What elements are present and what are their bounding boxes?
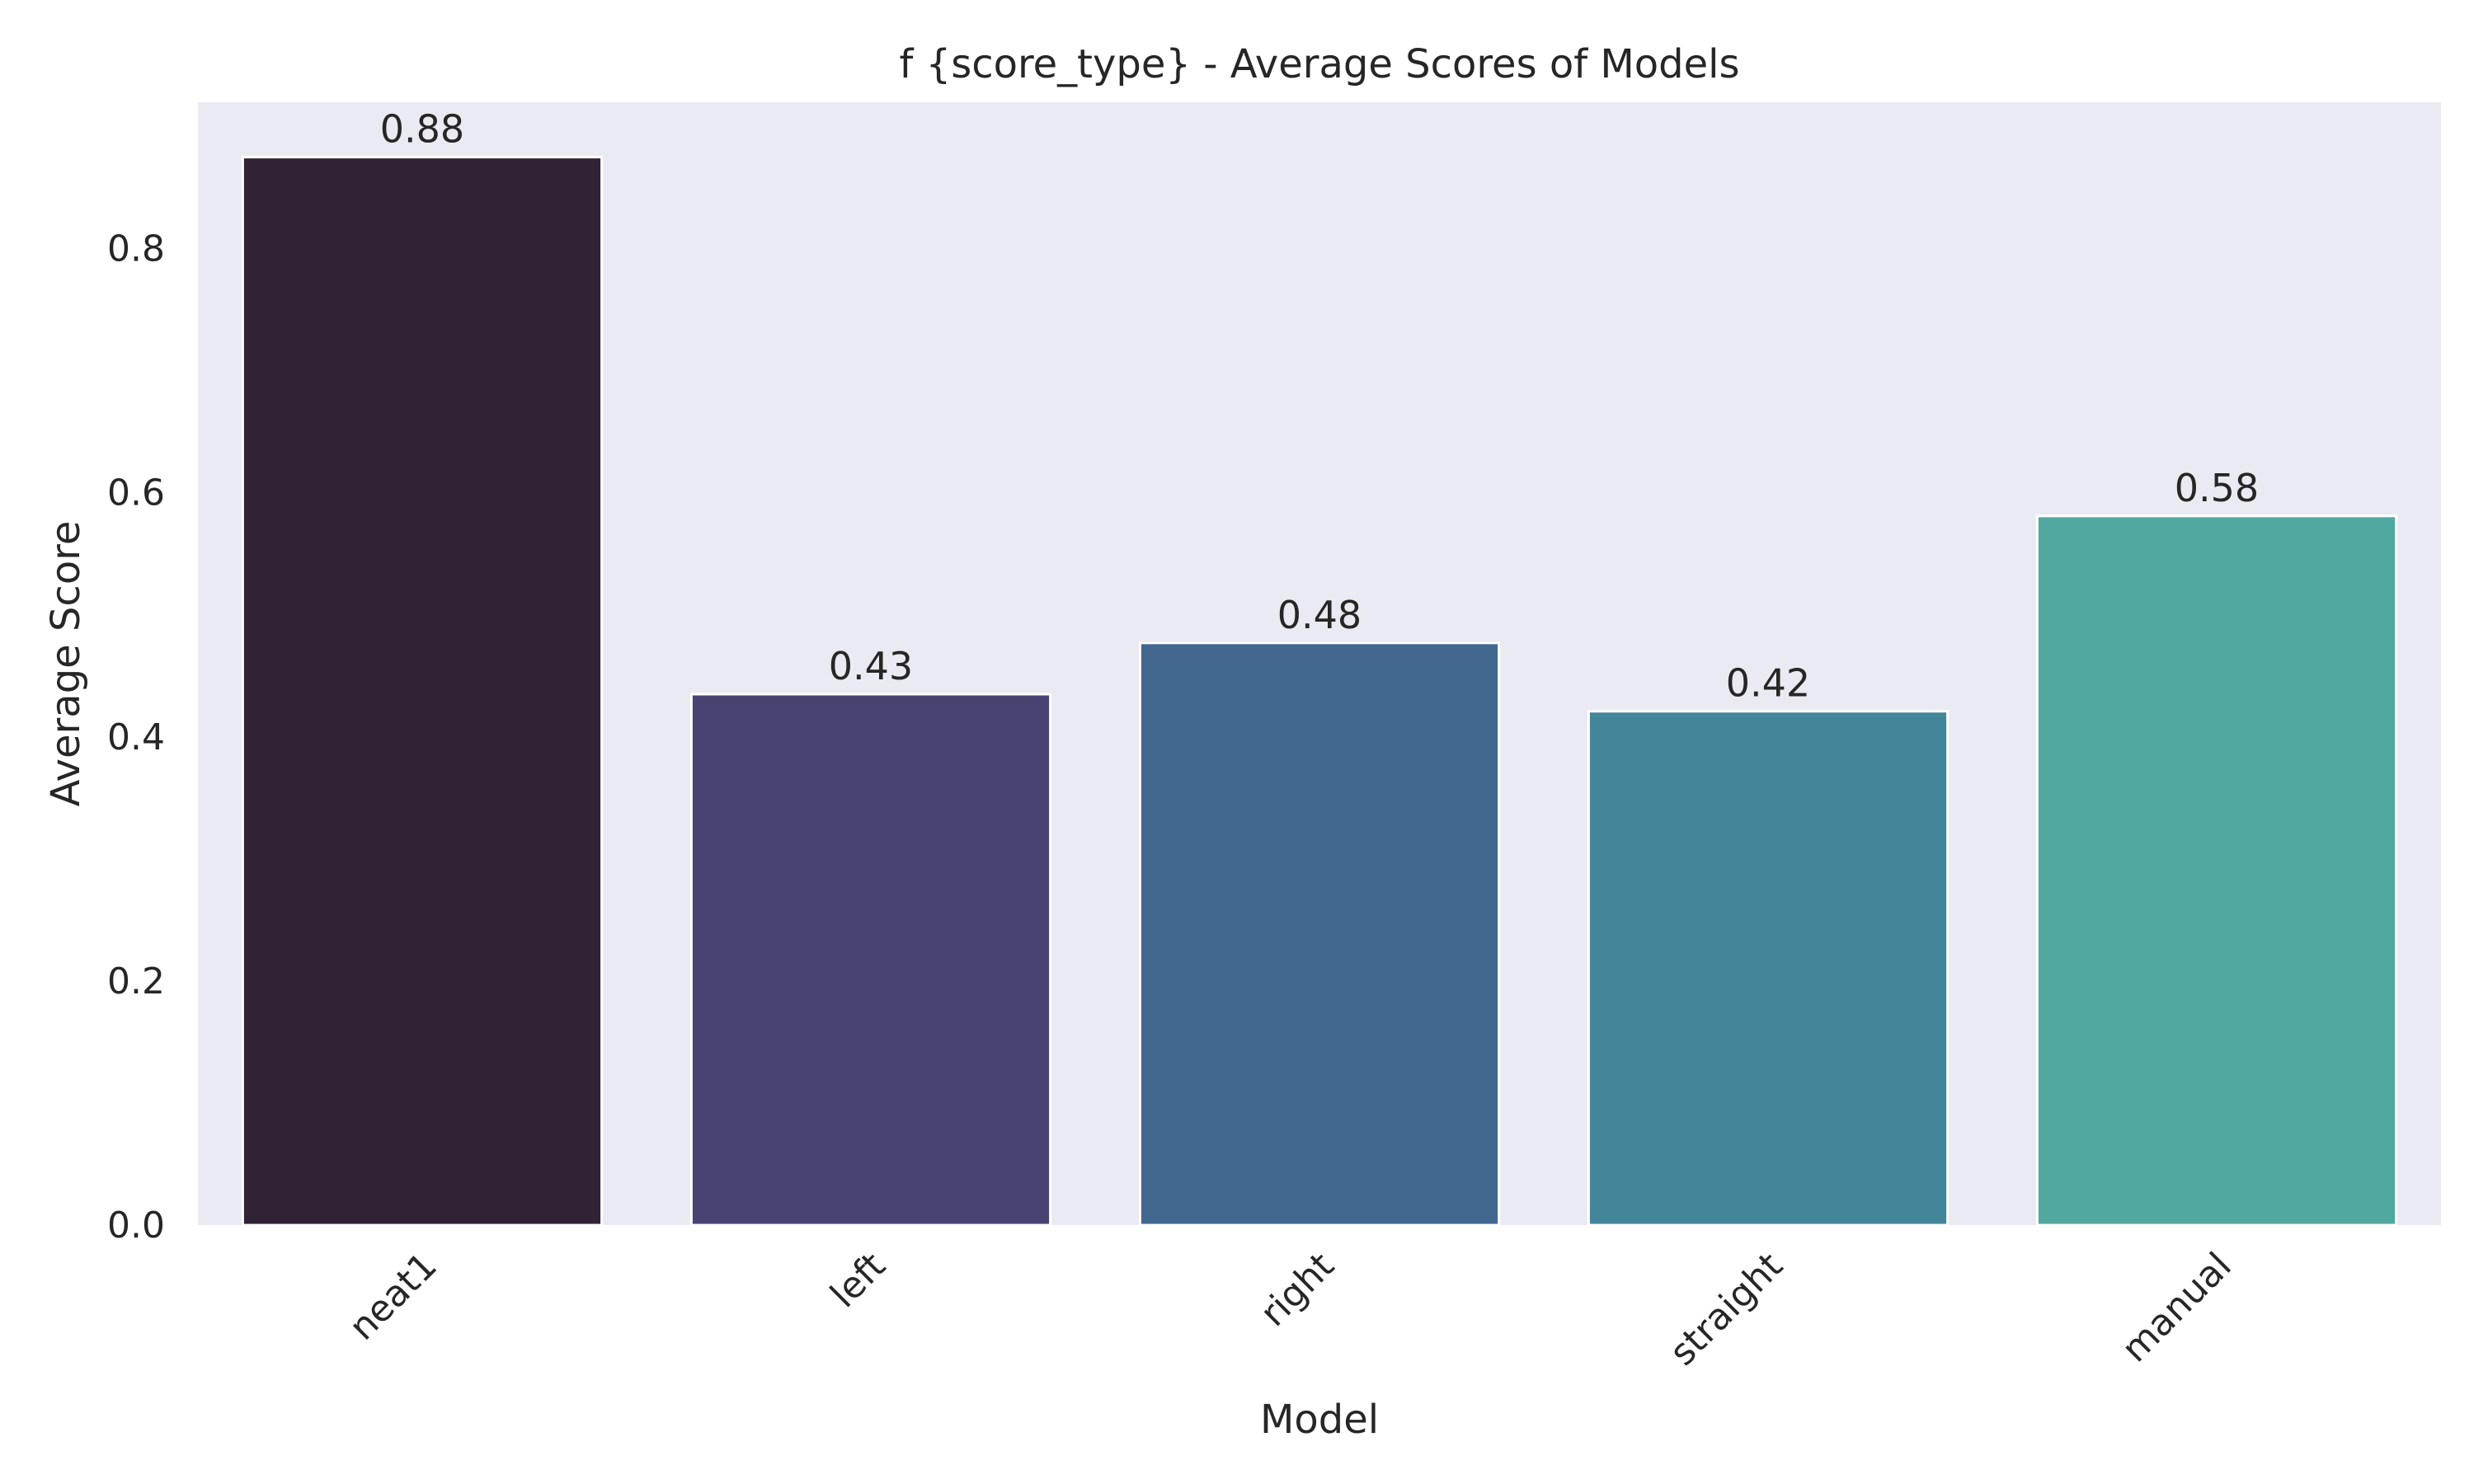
y-axis-title: Average Score (43, 521, 89, 807)
data-label-left: 0.43 (829, 644, 913, 688)
x-tick-label-left: left (822, 1245, 893, 1316)
y-axis: 0.0 0.2 0.4 0.6 0.8 (107, 228, 165, 1247)
x-tick-label-right: right (1253, 1245, 1343, 1335)
x-axis-title: Model (1260, 1397, 1379, 1443)
bar-left (689, 693, 1052, 1227)
bar-straight (1587, 710, 1950, 1227)
x-tick-label-straight: straight (1662, 1245, 1791, 1374)
y-tick-label: 0.4 (107, 716, 165, 758)
x-axis: neat1 left right straight manual (341, 1245, 2240, 1374)
bar-neat1 (241, 156, 604, 1227)
y-tick-label: 0.8 (107, 228, 165, 270)
data-label-neat1: 0.88 (380, 107, 464, 152)
bars-layer (241, 156, 2398, 1227)
y-tick-label: 0.2 (107, 960, 165, 1003)
y-tick-label: 0.0 (107, 1205, 165, 1247)
data-label-right: 0.48 (1277, 593, 1362, 637)
x-tick-label-manual: manual (2114, 1245, 2240, 1371)
y-tick-label: 0.6 (107, 472, 165, 514)
x-tick-label-neat1: neat1 (341, 1245, 445, 1349)
chart-title: f {score_type} - Average Scores of Model… (900, 41, 1740, 87)
data-labels-layer: 0.88 0.43 0.48 0.42 0.58 (380, 107, 2259, 706)
bar-manual (2035, 514, 2398, 1227)
bar-right (1138, 641, 1501, 1227)
data-label-manual: 0.58 (2175, 466, 2259, 510)
data-label-straight: 0.42 (1726, 661, 1810, 706)
